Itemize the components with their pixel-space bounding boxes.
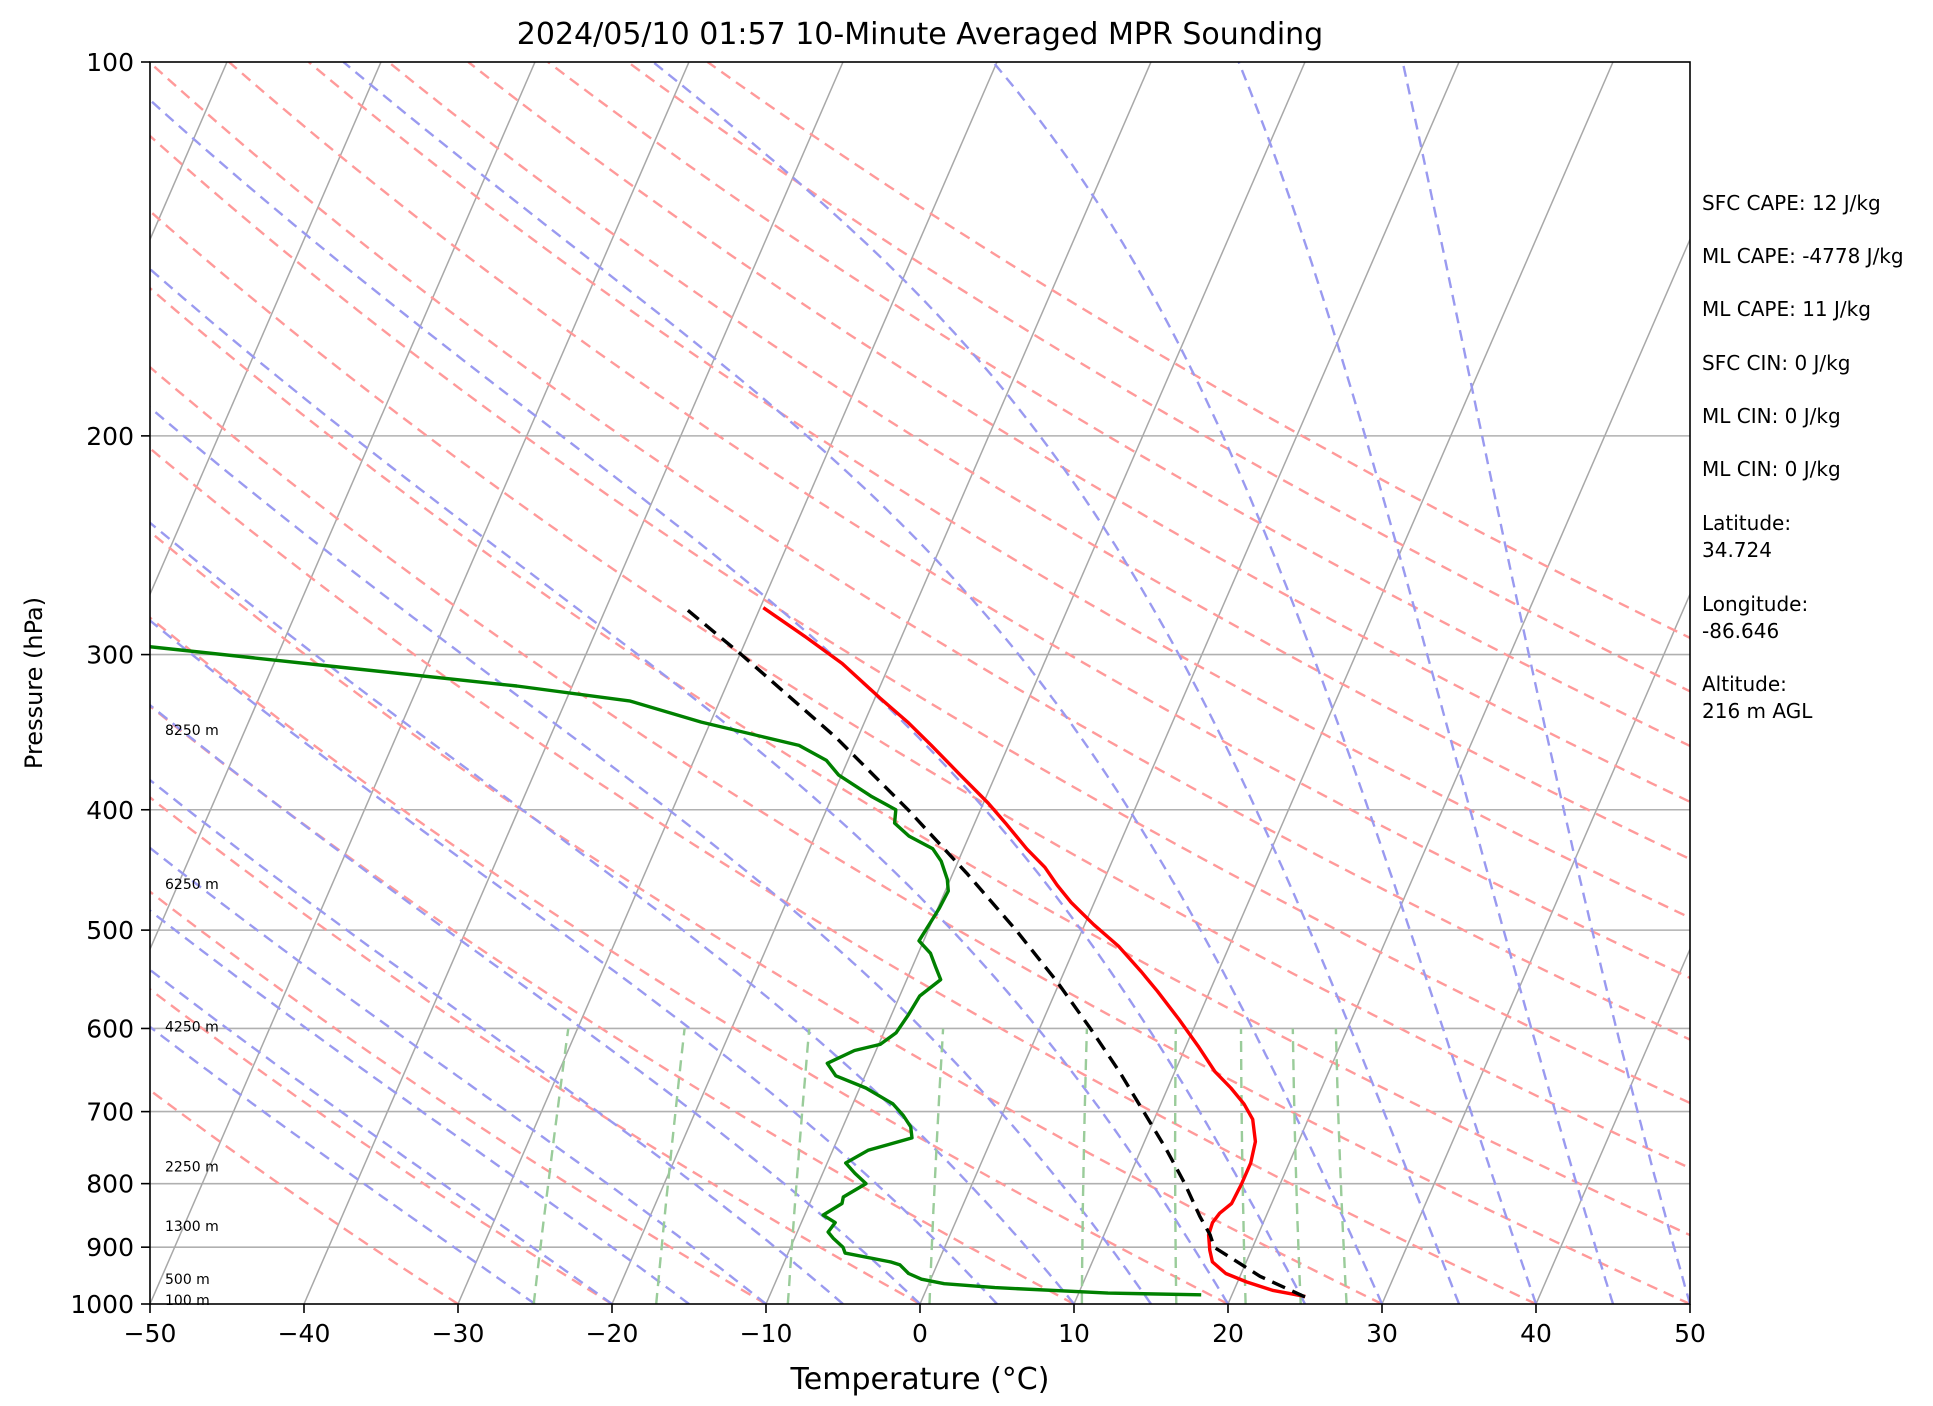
- y-tick-label: 700: [86, 1098, 134, 1127]
- moist-adiabat-line: [150, 405, 1152, 1304]
- x-tick-label: −20: [586, 1319, 639, 1348]
- chart-title: 2024/05/10 01:57 10-Minute Averaged MPR …: [517, 17, 1323, 52]
- x-tick-label: 20: [1212, 1319, 1244, 1348]
- height-label: 500 m: [165, 1272, 210, 1288]
- ml-cape-text-2: ML CAPE: 11 J/kg: [1702, 297, 1871, 321]
- mixing-ratio-line: [1173, 1028, 1178, 1304]
- dry-adiabat-line: [387, 62, 1690, 861]
- sfc-cin-text: SFC CIN: 0 J/kg: [1702, 351, 1851, 375]
- dry-adiabat-line: [150, 530, 1383, 1304]
- x-tick-label: 10: [1058, 1319, 1090, 1348]
- moist-adiabat-line: [150, 1025, 536, 1304]
- moist-adiabat-line: [150, 619, 998, 1304]
- dry-adiabat-line: [307, 62, 1690, 920]
- moist-adiabat-line: [150, 968, 613, 1304]
- isotherm-line: [919, 62, 1460, 1304]
- sfc-cape-text: SFC CAPE: 12 J/kg: [1702, 191, 1881, 215]
- y-tick-label: 400: [86, 796, 134, 825]
- moist-adiabat-line: [1237, 62, 1615, 1304]
- y-tick-label: 600: [86, 1014, 134, 1043]
- y-axis-label: Pressure (hPa): [20, 597, 48, 769]
- temperature-line: [762, 606, 1306, 1299]
- height-label: 6250 m: [165, 877, 219, 893]
- isotherm-line: [765, 62, 1306, 1304]
- dry-adiabat-line: [150, 365, 1690, 1304]
- y-tick-label: 500: [86, 916, 134, 945]
- moist-adiabat-line: [150, 98, 1307, 1304]
- latitude-value: 34.724: [1702, 538, 1772, 562]
- mixing-ratio-line: [786, 1028, 811, 1304]
- ml-cin-text-2: ML CIN: 0 J/kg: [1702, 457, 1841, 481]
- dewpoint-line: [150, 645, 1202, 1297]
- isotherm-line: [1227, 237, 1690, 1304]
- moist-adiabat-line: [150, 267, 1230, 1304]
- y-tick-label: 100: [86, 48, 134, 77]
- height-label: 100 m: [165, 1293, 210, 1309]
- altitude-value: 216 m AGL: [1702, 699, 1813, 723]
- dry-adiabat-line: [150, 62, 1690, 1041]
- dry-adiabat-line: [150, 795, 921, 1304]
- axes: −50 −40 −30 −20 −10 0 10 20 30 40 50 100 200 300 400 50…: [70, 48, 1706, 1348]
- height-labels: 100 m 500 m 1300 m 2250 m 4250 m 6250 m 8250 m: [165, 723, 219, 1309]
- isotherm-line: [1535, 947, 1690, 1304]
- isotherm-line: [457, 62, 998, 1304]
- x-tick-label: −10: [740, 1319, 793, 1348]
- dry-adiabat-line: [150, 704, 1075, 1304]
- parcel-line: [683, 606, 1306, 1299]
- isotherm-line: [150, 62, 690, 1304]
- moist-adiabat-line: [652, 62, 1461, 1304]
- dry-adiabat-line: [150, 446, 1537, 1304]
- isotherm-line: [303, 62, 844, 1304]
- y-tick-label: 900: [86, 1233, 134, 1262]
- mixing-ratio-line: [655, 1028, 686, 1304]
- isotherm-line: [611, 62, 1152, 1304]
- isotherm-line: [150, 62, 536, 952]
- height-label: 2250 m: [165, 1160, 219, 1176]
- moist-adiabat-line: [342, 62, 1384, 1304]
- height-label: 8250 m: [165, 723, 219, 739]
- moist-adiabat-line: [992, 62, 1538, 1304]
- dry-adiabat-line: [150, 1088, 459, 1304]
- dry-adiabat-line: [150, 616, 1229, 1304]
- isotherm-line: [150, 62, 382, 597]
- moist-adiabat-line: [150, 846, 767, 1304]
- x-tick-label: 0: [912, 1319, 928, 1348]
- moist-adiabat-line: [1401, 62, 1690, 1304]
- latitude-label: Latitude:: [1702, 511, 1792, 535]
- x-tick-label: −30: [432, 1319, 485, 1348]
- dry-adiabat-line: [547, 62, 1690, 748]
- isotherm-line: [1381, 592, 1690, 1304]
- longitude-value: -86.646: [1702, 619, 1780, 643]
- dry-adiabat-line: [627, 62, 1690, 693]
- y-tick-label: 800: [86, 1170, 134, 1199]
- x-tick-label: −50: [124, 1319, 177, 1348]
- mixing-ratio-line: [1080, 1028, 1089, 1304]
- x-tick-label: 50: [1674, 1319, 1706, 1348]
- height-label: 4250 m: [165, 1020, 219, 1036]
- height-label: 1300 m: [165, 1219, 219, 1235]
- ml-cape-text: ML CAPE: -4778 J/kg: [1702, 244, 1904, 268]
- x-tick-label: −40: [278, 1319, 331, 1348]
- mixing-ratio-line: [1291, 1028, 1302, 1304]
- x-tick-label: 40: [1520, 1319, 1552, 1348]
- moist-adiabat-line: [150, 909, 690, 1304]
- mixing-ratio-line: [928, 1028, 945, 1304]
- moist-adiabat-line: [150, 521, 1075, 1304]
- y-tick-label: 200: [86, 422, 134, 451]
- altitude-label: Altitude:: [1702, 672, 1787, 696]
- dry-adiabat-line: [228, 62, 1690, 980]
- y-tick-label: 1000: [70, 1290, 134, 1319]
- y-tick-label: 300: [86, 641, 134, 670]
- sounding-lines: [150, 606, 1306, 1299]
- x-axis-label: Temperature (°C): [790, 1362, 1050, 1397]
- ml-cin-text: ML CIN: 0 J/kg: [1702, 404, 1841, 428]
- mixing-ratio-line: [532, 1028, 570, 1304]
- x-tick-label: 30: [1366, 1319, 1398, 1348]
- longitude-label: Longitude:: [1702, 592, 1809, 616]
- isotherm-line: [1073, 62, 1614, 1304]
- mixing-ratio-line: [1334, 1028, 1348, 1304]
